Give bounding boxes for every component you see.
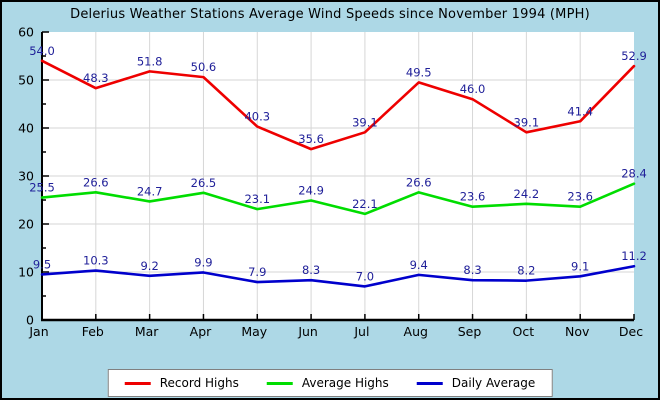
x-tick-label: Jul <box>353 324 369 339</box>
x-tick-label: Jan <box>28 324 48 339</box>
value-label: 35.6 <box>298 132 324 146</box>
x-tick-label: Jun <box>297 324 318 339</box>
value-label: 10.3 <box>83 254 109 268</box>
value-label: 9.2 <box>140 259 158 273</box>
value-label: 23.6 <box>460 190 486 204</box>
value-label: 50.6 <box>191 60 217 74</box>
value-label: 23.6 <box>567 190 593 204</box>
value-label: 46.0 <box>460 82 486 96</box>
value-label: 8.3 <box>463 263 481 277</box>
value-label: 54.0 <box>29 44 55 58</box>
legend-label-daily-average: Daily Average <box>451 376 536 390</box>
value-label: 52.9 <box>621 49 647 63</box>
value-label: 48.3 <box>83 71 109 85</box>
value-label: 24.7 <box>137 184 163 198</box>
legend-item-daily-average: Daily Average <box>416 376 536 390</box>
value-label: 8.3 <box>302 263 320 277</box>
value-label: 24.9 <box>298 183 324 197</box>
value-label: 49.5 <box>406 65 432 79</box>
value-label: 28.4 <box>621 167 647 181</box>
y-tick-label: 20 <box>18 217 34 232</box>
legend-item-record-highs: Record Highs <box>124 376 239 390</box>
chart-title: Delerius Weather Stations Average Wind S… <box>70 7 590 22</box>
value-label: 9.4 <box>410 258 428 272</box>
value-label: 51.8 <box>137 54 163 68</box>
y-tick-label: 10 <box>18 265 34 280</box>
value-label: 39.1 <box>514 115 540 129</box>
x-tick-label: Apr <box>190 324 212 339</box>
y-tick-label: 40 <box>18 121 34 136</box>
x-tick-label: Feb <box>82 324 104 339</box>
legend-item-average-highs: Average Highs <box>266 376 389 390</box>
legend-swatch-daily-average <box>416 381 443 385</box>
value-label: 40.3 <box>244 110 270 124</box>
value-label: 9.1 <box>571 259 589 273</box>
x-tick-label: Aug <box>404 324 428 339</box>
value-label: 26.6 <box>406 175 432 189</box>
value-label: 11.2 <box>621 249 647 263</box>
value-label: 24.2 <box>514 187 540 201</box>
x-tick-label: May <box>241 324 267 339</box>
legend-label-record-highs: Record Highs <box>159 376 239 390</box>
legend-swatch-average-highs <box>266 381 293 385</box>
series-line-average-highs <box>40 182 636 216</box>
value-label: 8.2 <box>517 264 535 278</box>
value-label: 26.6 <box>83 175 109 189</box>
series-line-record-highs <box>40 59 636 151</box>
x-tick-label: Sep <box>458 324 482 339</box>
value-label: 41.4 <box>567 104 593 118</box>
value-label: 9.9 <box>194 255 212 269</box>
value-label: 23.1 <box>244 192 270 206</box>
x-tick-label: Mar <box>135 324 159 339</box>
y-tick-label: 0 <box>26 313 34 328</box>
x-tick-label: Oct <box>513 324 535 339</box>
x-tick-label: Dec <box>619 324 643 339</box>
y-tick-label: 60 <box>18 25 34 40</box>
legend: Record Highs Average Highs Daily Average <box>107 369 553 397</box>
x-tick-label: Nov <box>565 324 590 339</box>
value-label: 9.5 <box>33 257 51 271</box>
value-label: 26.5 <box>191 176 217 190</box>
legend-swatch-record-highs <box>124 381 151 385</box>
value-label: 25.5 <box>29 181 55 195</box>
series-line-daily-average <box>40 264 636 288</box>
value-label: 39.1 <box>352 115 378 129</box>
value-label: 7.0 <box>356 269 374 283</box>
y-tick-label: 50 <box>18 73 34 88</box>
y-tick-label: 30 <box>18 169 34 184</box>
value-label: 7.9 <box>248 265 266 279</box>
value-label: 22.1 <box>352 197 378 211</box>
legend-label-average-highs: Average Highs <box>301 376 389 390</box>
